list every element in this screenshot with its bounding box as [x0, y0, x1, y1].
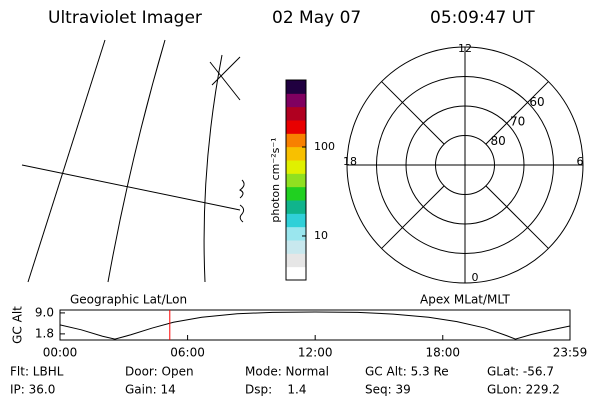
colorbar-swatch	[286, 226, 306, 241]
info-field: IP: 36.0	[10, 383, 55, 397]
colorbar-swatch	[286, 266, 306, 281]
mlt-label: 12	[458, 42, 472, 55]
colorbar-swatch	[286, 120, 306, 134]
colorbar-label: photon cm⁻²s⁻¹	[269, 137, 282, 222]
alt-title-right: Apex MLat/MLT	[420, 293, 510, 307]
colorbar-tick-label: 10	[314, 229, 328, 242]
mlt-label: 0	[472, 271, 479, 284]
alt-title: Geographic Lat/Lon	[70, 293, 187, 307]
colorbar-tick-label: 100	[314, 140, 335, 153]
info-field: Flt: LBHL	[10, 365, 64, 379]
colorbar-frame	[285, 79, 307, 281]
x-tick-label: 06:00	[170, 346, 205, 360]
mlt-label: 6	[577, 155, 584, 168]
polar-diagonal	[381, 185, 445, 249]
date: 02 May 07	[272, 8, 361, 28]
lat-label: 60	[529, 95, 544, 109]
time: 05:09:47 UT	[430, 8, 535, 28]
colorbar-swatch	[286, 106, 306, 121]
colorbar-swatch	[286, 240, 306, 254]
info-field: Door: Open	[125, 365, 194, 379]
y-tick-label: 9.0	[35, 305, 54, 319]
colorbar-swatch	[286, 200, 306, 214]
polar-diagonal	[381, 81, 445, 145]
info-field: GLat: -56.7	[487, 365, 554, 379]
colorbar-swatch	[286, 160, 306, 174]
info-field: Gain: 14	[125, 383, 176, 397]
info-field: GLon: 229.2	[487, 383, 560, 397]
colorbar-swatch	[286, 173, 306, 188]
colorbar-swatch	[286, 80, 306, 94]
info-field: GC Alt: 5.3 Re	[365, 365, 449, 379]
x-tick-label: 18:00	[425, 346, 460, 360]
colorbar-swatch	[286, 133, 306, 148]
lat-label: 80	[490, 134, 505, 148]
polar-diagonal	[485, 81, 549, 145]
info-field: Dsp: 1.4	[245, 383, 307, 397]
colorbar-swatch	[286, 93, 306, 108]
info-field: Seq: 39	[365, 383, 411, 397]
colorbar-swatch	[286, 253, 306, 268]
alt-ylabel: GC Alt	[11, 306, 25, 344]
mlt-label: 18	[343, 155, 357, 168]
x-tick-label: 12:00	[298, 346, 333, 360]
y-tick-label: 1.8	[35, 326, 54, 340]
polar-diagonal	[485, 185, 549, 249]
colorbar-swatch	[286, 186, 306, 201]
lat-label: 70	[510, 115, 525, 129]
geographic-map	[21, 39, 245, 283]
title: Ultraviolet Imager	[48, 8, 202, 28]
info-field: Mode: Normal	[245, 365, 329, 379]
altitude-line	[59, 311, 571, 340]
colorbar-swatch	[286, 146, 306, 161]
colorbar-swatch	[286, 213, 306, 228]
x-tick-label: 00:00	[43, 346, 78, 360]
x-tick-label: 23:59	[553, 346, 588, 360]
